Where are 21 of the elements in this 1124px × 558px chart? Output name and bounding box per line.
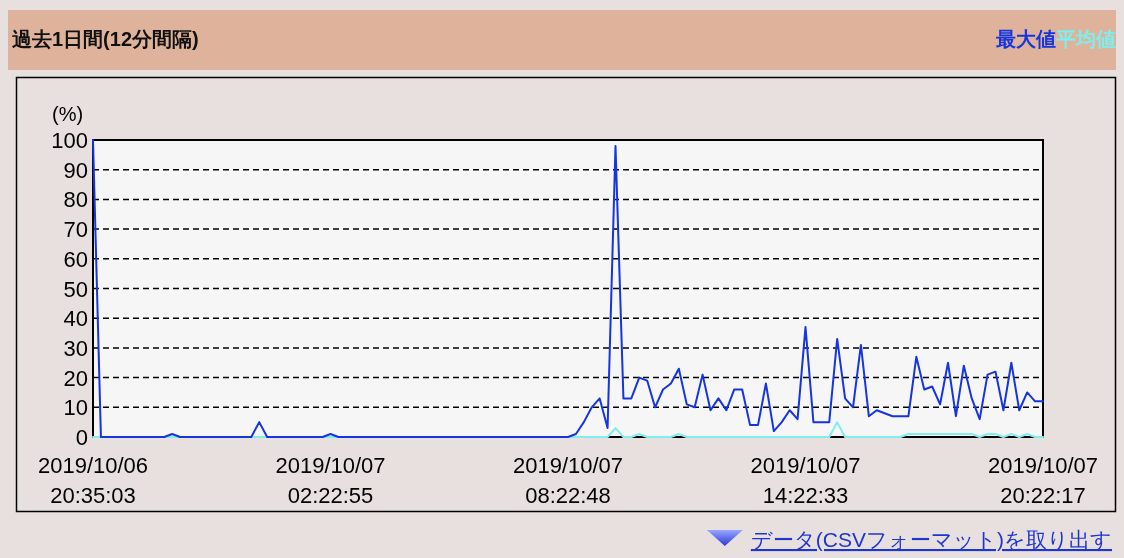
x-tick-label: 2019/10/07 02:22:55 xyxy=(275,453,386,508)
y-tick-label: 20 xyxy=(63,365,88,391)
x-tick-label: 2019/10/06 20:35:03 xyxy=(37,453,149,508)
x-tick-label: 2019/10/07 08:22:48 xyxy=(512,453,624,508)
x-tick-label: 2019/10/07 20:22:17 xyxy=(987,453,1099,508)
y-tick-label: 30 xyxy=(63,335,88,361)
y-tick-label: 50 xyxy=(63,276,88,302)
y-tick-label: 60 xyxy=(63,246,88,272)
y-tick-label: 80 xyxy=(63,187,88,213)
text: 最大値 xyxy=(995,28,1056,50)
chart-title: 過去1日間(12分間隔) xyxy=(11,28,199,50)
x-tick-label: 2019/10/07 14:22:33 xyxy=(750,453,861,508)
y-axis-title: (%) xyxy=(52,103,84,125)
y-tick-label: 10 xyxy=(63,395,88,421)
y-tick-label: 70 xyxy=(63,217,88,243)
y-tick-label: 0 xyxy=(75,425,88,450)
text: 平均値 xyxy=(1055,28,1116,50)
y-tick-label: 100 xyxy=(51,128,88,153)
text: データ(CSVフォーマット)を取り出す xyxy=(750,528,1112,551)
y-tick-label: 90 xyxy=(63,157,88,183)
y-tick-label: 40 xyxy=(63,306,88,332)
